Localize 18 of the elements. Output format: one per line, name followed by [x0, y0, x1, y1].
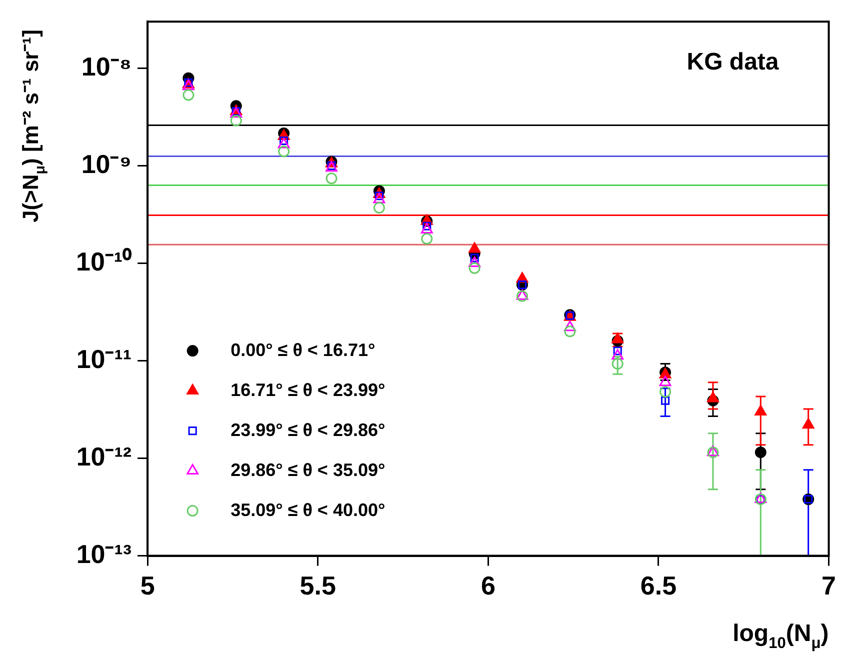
annotation: KG data: [686, 48, 780, 76]
x-tick-label: 5: [140, 570, 155, 601]
y-tick-label: 10⁻¹³: [76, 538, 132, 569]
legend-label: 0.00° ≤ θ < 16.71°: [230, 340, 376, 360]
y-tick-label: 10⁻⁸: [81, 51, 132, 82]
x-tick-label: 6: [480, 570, 496, 601]
y-axis-title: J(>Nμ) [m⁻² s⁻¹ sr⁻¹]: [18, 30, 49, 223]
y-tick-label: 10⁻¹¹: [76, 344, 132, 374]
legend-label: 35.09° ≤ θ < 40.00°: [230, 500, 386, 520]
y-tick-label: 10⁻⁹: [81, 148, 132, 179]
x-tick-label: 7: [822, 570, 836, 601]
legend-label: 16.71° ≤ θ < 23.99°: [230, 380, 386, 400]
x-tick-label: 5.5: [300, 570, 336, 601]
x-tick-label: 6.5: [640, 570, 677, 601]
y-tick-label: 10⁻¹⁰: [76, 246, 133, 276]
legend-label: 29.86° ≤ θ < 35.09°: [230, 460, 386, 480]
legend-label: 23.99° ≤ θ < 29.86°: [230, 420, 386, 440]
y-tick-label: 10⁻¹²: [76, 441, 132, 472]
